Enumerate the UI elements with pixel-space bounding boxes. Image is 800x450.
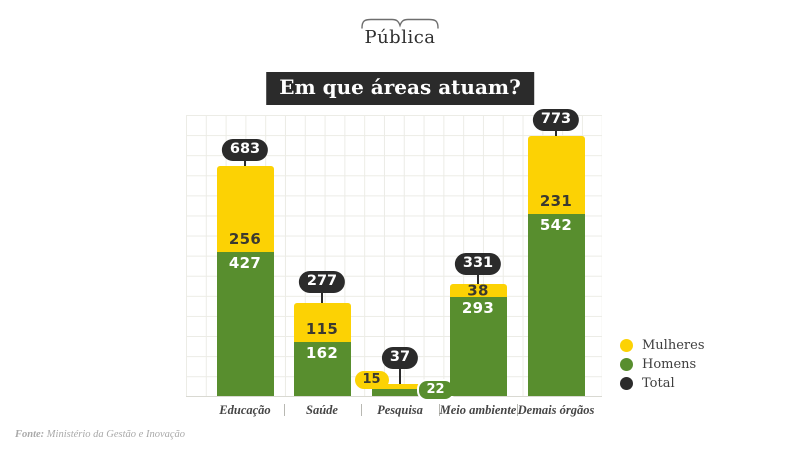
- source-prefix: Fonte:: [15, 429, 45, 440]
- mulheres-value: 38: [467, 281, 489, 299]
- total-stem: [477, 275, 479, 284]
- homens-value: 427: [228, 254, 262, 272]
- homens-value: 542: [539, 216, 573, 234]
- homens-value: 293: [461, 299, 495, 317]
- legend-label: Mulheres: [642, 338, 705, 353]
- legend-item-homens: Homens: [620, 358, 705, 371]
- total-stem: [555, 131, 557, 136]
- total-badge: 683: [221, 139, 269, 161]
- category-label: Saúde: [306, 403, 338, 417]
- segment-homens: 542: [527, 214, 585, 396]
- total-badge: 37: [381, 347, 419, 369]
- segment-homens: 427: [216, 252, 274, 396]
- mulheres-value: 256: [228, 230, 262, 248]
- mulheres-value: 115: [305, 320, 339, 338]
- total-stem: [321, 293, 323, 303]
- source-text: Ministério da Gestão e Inovação: [46, 429, 186, 440]
- total-stem: [244, 161, 246, 166]
- segment-mulheres: 115: [293, 303, 351, 342]
- mulheres-value-pill: 15: [354, 371, 389, 389]
- bar-1: 115 162: [293, 303, 351, 396]
- bar-3: 38 293: [449, 281, 507, 396]
- category-separator: [283, 404, 285, 416]
- category-separator: [361, 404, 362, 416]
- homens-value: 162: [305, 344, 339, 362]
- publica-logo: Pública: [0, 13, 800, 48]
- category-label: Pesquisa: [377, 403, 423, 417]
- segment-homens: [371, 389, 429, 396]
- category-label: Demais órgãos: [517, 403, 595, 417]
- total-stem: [399, 369, 401, 384]
- category-label: Educação: [219, 403, 271, 417]
- total-badge: 773: [532, 109, 580, 131]
- plot-area: 256 427 683 Educação 115 162 277 Saúde 15 22 37 Pes…: [186, 109, 602, 417]
- mulheres-dot-icon: [620, 339, 633, 352]
- legend: Mulheres Homens Total: [620, 339, 705, 396]
- source-note: Fonte: Ministério da Gestão e Inovação: [15, 429, 185, 440]
- total-dot-icon: [620, 377, 633, 390]
- segment-mulheres: 38: [449, 281, 507, 299]
- segment-homens: 162: [293, 342, 351, 396]
- legend-label: Homens: [642, 357, 697, 372]
- category-label: Meio ambiente: [439, 403, 517, 417]
- segment-mulheres: 231: [527, 136, 585, 214]
- segment-mulheres: 256: [216, 166, 274, 252]
- legend-item-mulheres: Mulheres: [620, 339, 705, 352]
- total-badge: 331: [454, 253, 502, 275]
- mulheres-value: 231: [539, 192, 573, 210]
- chart-title: Em que áreas atuam?: [266, 72, 534, 105]
- brace-icon: [361, 18, 439, 29]
- segment-homens: 293: [449, 297, 507, 396]
- category-separator: [517, 404, 518, 416]
- total-badge: 277: [298, 271, 346, 293]
- bar-4: 231 542: [527, 136, 585, 396]
- homens-dot-icon: [620, 358, 633, 371]
- bar-0: 256 427: [216, 166, 274, 396]
- logo-text: Pública: [364, 27, 436, 48]
- legend-item-total: Total: [620, 377, 705, 390]
- legend-label: Total: [642, 376, 675, 391]
- category-separator: [439, 404, 440, 416]
- bar-2: [371, 384, 429, 396]
- segment-mulheres: [371, 384, 429, 389]
